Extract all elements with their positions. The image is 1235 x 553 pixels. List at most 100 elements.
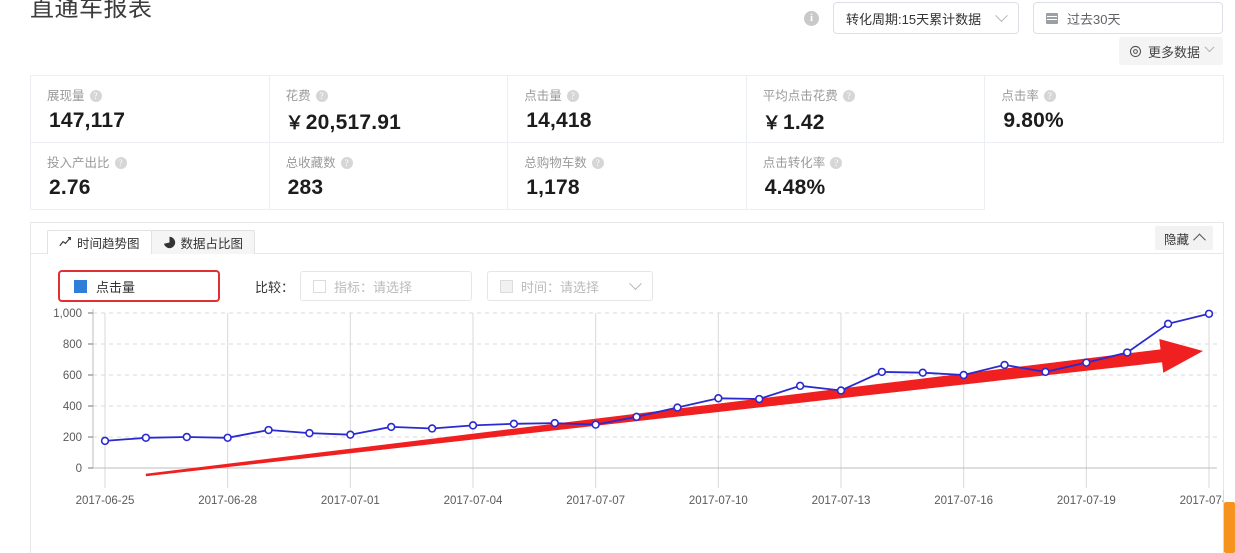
metric-value: 9.80% [1001, 109, 1223, 133]
info-icon[interactable]: i [804, 10, 819, 26]
metric-number: 1.42 [782, 111, 825, 134]
date-range-value: 过去30天 [1067, 11, 1121, 27]
metric-label-text: 平均点击花费 [762, 89, 838, 103]
legend-selector-clicks[interactable]: 点击量 [58, 270, 220, 302]
help-icon[interactable]: ? [566, 90, 579, 102]
help-icon[interactable]: ? [830, 157, 843, 169]
legend-label: 点击量 [96, 279, 136, 295]
clicks-series-line [104, 312, 1210, 442]
svg-text:2017-07-07: 2017-07-07 [566, 495, 625, 507]
legend-color-swatch [74, 279, 87, 293]
svg-text:800: 800 [63, 339, 82, 351]
metric-card-impressions[interactable]: 展现量 ? 147,117 [31, 76, 270, 143]
metric-label-text: 点击率 [1001, 89, 1039, 103]
metric-value: 4.48% [763, 176, 985, 200]
tab-time-trend[interactable]: 时间趋势图 [47, 230, 152, 254]
svg-text:2017-07-10: 2017-07-10 [689, 495, 748, 507]
toolbar: i 转化周期:15天累计数据 过去30天 更多数据 [763, 0, 1223, 70]
y-axis-tick-labels: 0 200 400 600 800 1,000 [53, 308, 82, 475]
chevron-up-icon [1193, 233, 1206, 246]
metric-card-cost[interactable]: 花费 ? ￥20,517.91 [269, 76, 509, 143]
metric-number: 9.80% [1003, 109, 1064, 132]
metric-label-text: 点击量 [524, 89, 562, 103]
hide-panel-button[interactable]: 隐藏 [1154, 226, 1213, 250]
metric-number: 147,117 [49, 109, 126, 132]
metric-label-text: 花费 [285, 89, 311, 103]
date-range-picker[interactable]: 过去30天 [1033, 2, 1223, 34]
metric-number: 14,418 [526, 109, 592, 132]
clicks-series-markers[interactable] [100, 309, 1214, 446]
metric-value: ￥20,517.91 [286, 109, 508, 135]
calendar-icon [1046, 12, 1058, 24]
svg-text:2017-07-16: 2017-07-16 [934, 495, 993, 507]
metric-label-text: 展现量 [47, 89, 85, 103]
pie-chart-icon [163, 236, 175, 249]
metric-card-empty [985, 143, 1224, 210]
metric-label: 花费 ? [286, 88, 508, 104]
tab-data-proportion[interactable]: 数据占比图 [150, 230, 256, 254]
metric-number: 1,178 [526, 176, 580, 199]
svg-text:2017-07-22: 2017-07-22 [1180, 495, 1223, 507]
metric-label-text: 总收藏数 [285, 156, 336, 170]
metric-card-favorites[interactable]: 总收藏数 ? 283 [269, 143, 509, 210]
compare-time-select[interactable]: 时间：请选择 [487, 271, 654, 301]
metric-number: 20,517.91 [305, 111, 402, 134]
metric-number: 2.76 [49, 176, 91, 199]
chart-tabbar: 时间趋势图 数据占比图 隐藏 [31, 223, 1223, 254]
svg-text:1,000: 1,000 [53, 308, 82, 320]
metric-number: 283 [287, 176, 324, 199]
compare-metric-select[interactable]: 指标：请选择 [300, 271, 473, 301]
help-icon[interactable]: ? [114, 157, 127, 169]
chart-controls: 点击量 比较： 指标：请选择 时间：请选择 [31, 254, 1223, 302]
help-icon[interactable]: ? [1043, 90, 1056, 102]
metric-label-text: 投入产出比 [47, 156, 110, 170]
metric-value: ￥1.42 [763, 109, 985, 135]
metric-value: 14,418 [524, 109, 746, 133]
metric-label: 点击率 ? [1001, 88, 1223, 104]
help-icon[interactable]: ? [340, 157, 353, 169]
red-trend-arrow [145, 339, 1204, 477]
metric-card-click-conversion-rate[interactable]: 点击转化率 ? 4.48% [746, 143, 986, 210]
page-title: 直通车报表 [30, 0, 153, 22]
metric-value: 2.76 [47, 176, 269, 200]
chart-area: 0 200 400 600 800 1,000 2017-06-25 2017-06-28 2… [31, 301, 1223, 551]
svg-text:400: 400 [63, 401, 82, 413]
metrics-row: 投入产出比 ? 2.76 总收藏数 ? 283 总购物车数 [31, 143, 1224, 210]
metric-card-cart-adds[interactable]: 总购物车数 ? 1,178 [508, 143, 747, 210]
checkbox-icon[interactable] [500, 279, 514, 293]
svg-text:0: 0 [76, 463, 82, 475]
help-icon[interactable]: ? [842, 90, 855, 102]
chevron-down-icon [629, 276, 642, 290]
more-data-button[interactable]: 更多数据 [1118, 37, 1223, 65]
currency-symbol: ￥ [762, 113, 781, 133]
scrollbar-track [1223, 490, 1224, 553]
chart-gridlines [93, 312, 1217, 488]
help-icon[interactable]: ? [591, 157, 604, 169]
metric-card-clicks[interactable]: 点击量 ? 14,418 [508, 76, 747, 143]
conversion-period-value: 转化周期:15天累计数据 [846, 11, 982, 27]
help-icon[interactable]: ? [89, 90, 102, 102]
toolbar-row-primary: i 转化周期:15天累计数据 过去30天 [804, 2, 1223, 34]
hide-label: 隐藏 [1163, 232, 1189, 247]
metric-label: 点击量 ? [524, 88, 746, 104]
metric-card-roi[interactable]: 投入产出比 ? 2.76 [31, 143, 270, 210]
metric-label-text: 总购物车数 [524, 156, 587, 170]
scrollbar-thumb[interactable] [1224, 502, 1235, 553]
metrics-grid: 展现量 ? 147,117 花费 ? ￥20,517.91 点击量 [30, 75, 1224, 210]
gear-icon [1129, 45, 1142, 57]
conversion-period-select[interactable]: 转化周期:15天累计数据 [833, 2, 1019, 34]
help-icon[interactable]: ? [315, 90, 328, 102]
more-data-label: 更多数据 [1147, 44, 1200, 60]
compare-metric-placeholder: 指标：请选择 [334, 279, 413, 295]
svg-text:2017-07-19: 2017-07-19 [1057, 495, 1116, 507]
metric-card-ctr[interactable]: 点击率 ? 9.80% [985, 76, 1224, 143]
metric-label: 展现量 ? [47, 88, 269, 104]
metric-card-avg-cpc[interactable]: 平均点击花费 ? ￥1.42 [746, 76, 986, 143]
metric-value: 283 [286, 176, 508, 200]
line-chart-icon [59, 237, 71, 247]
x-axis-tick-labels: 2017-06-25 2017-06-28 2017-07-01 2017-07-04… [76, 495, 1223, 507]
svg-text:2017-07-13: 2017-07-13 [812, 495, 871, 507]
svg-text:200: 200 [63, 432, 82, 444]
checkbox-icon[interactable] [313, 279, 327, 293]
